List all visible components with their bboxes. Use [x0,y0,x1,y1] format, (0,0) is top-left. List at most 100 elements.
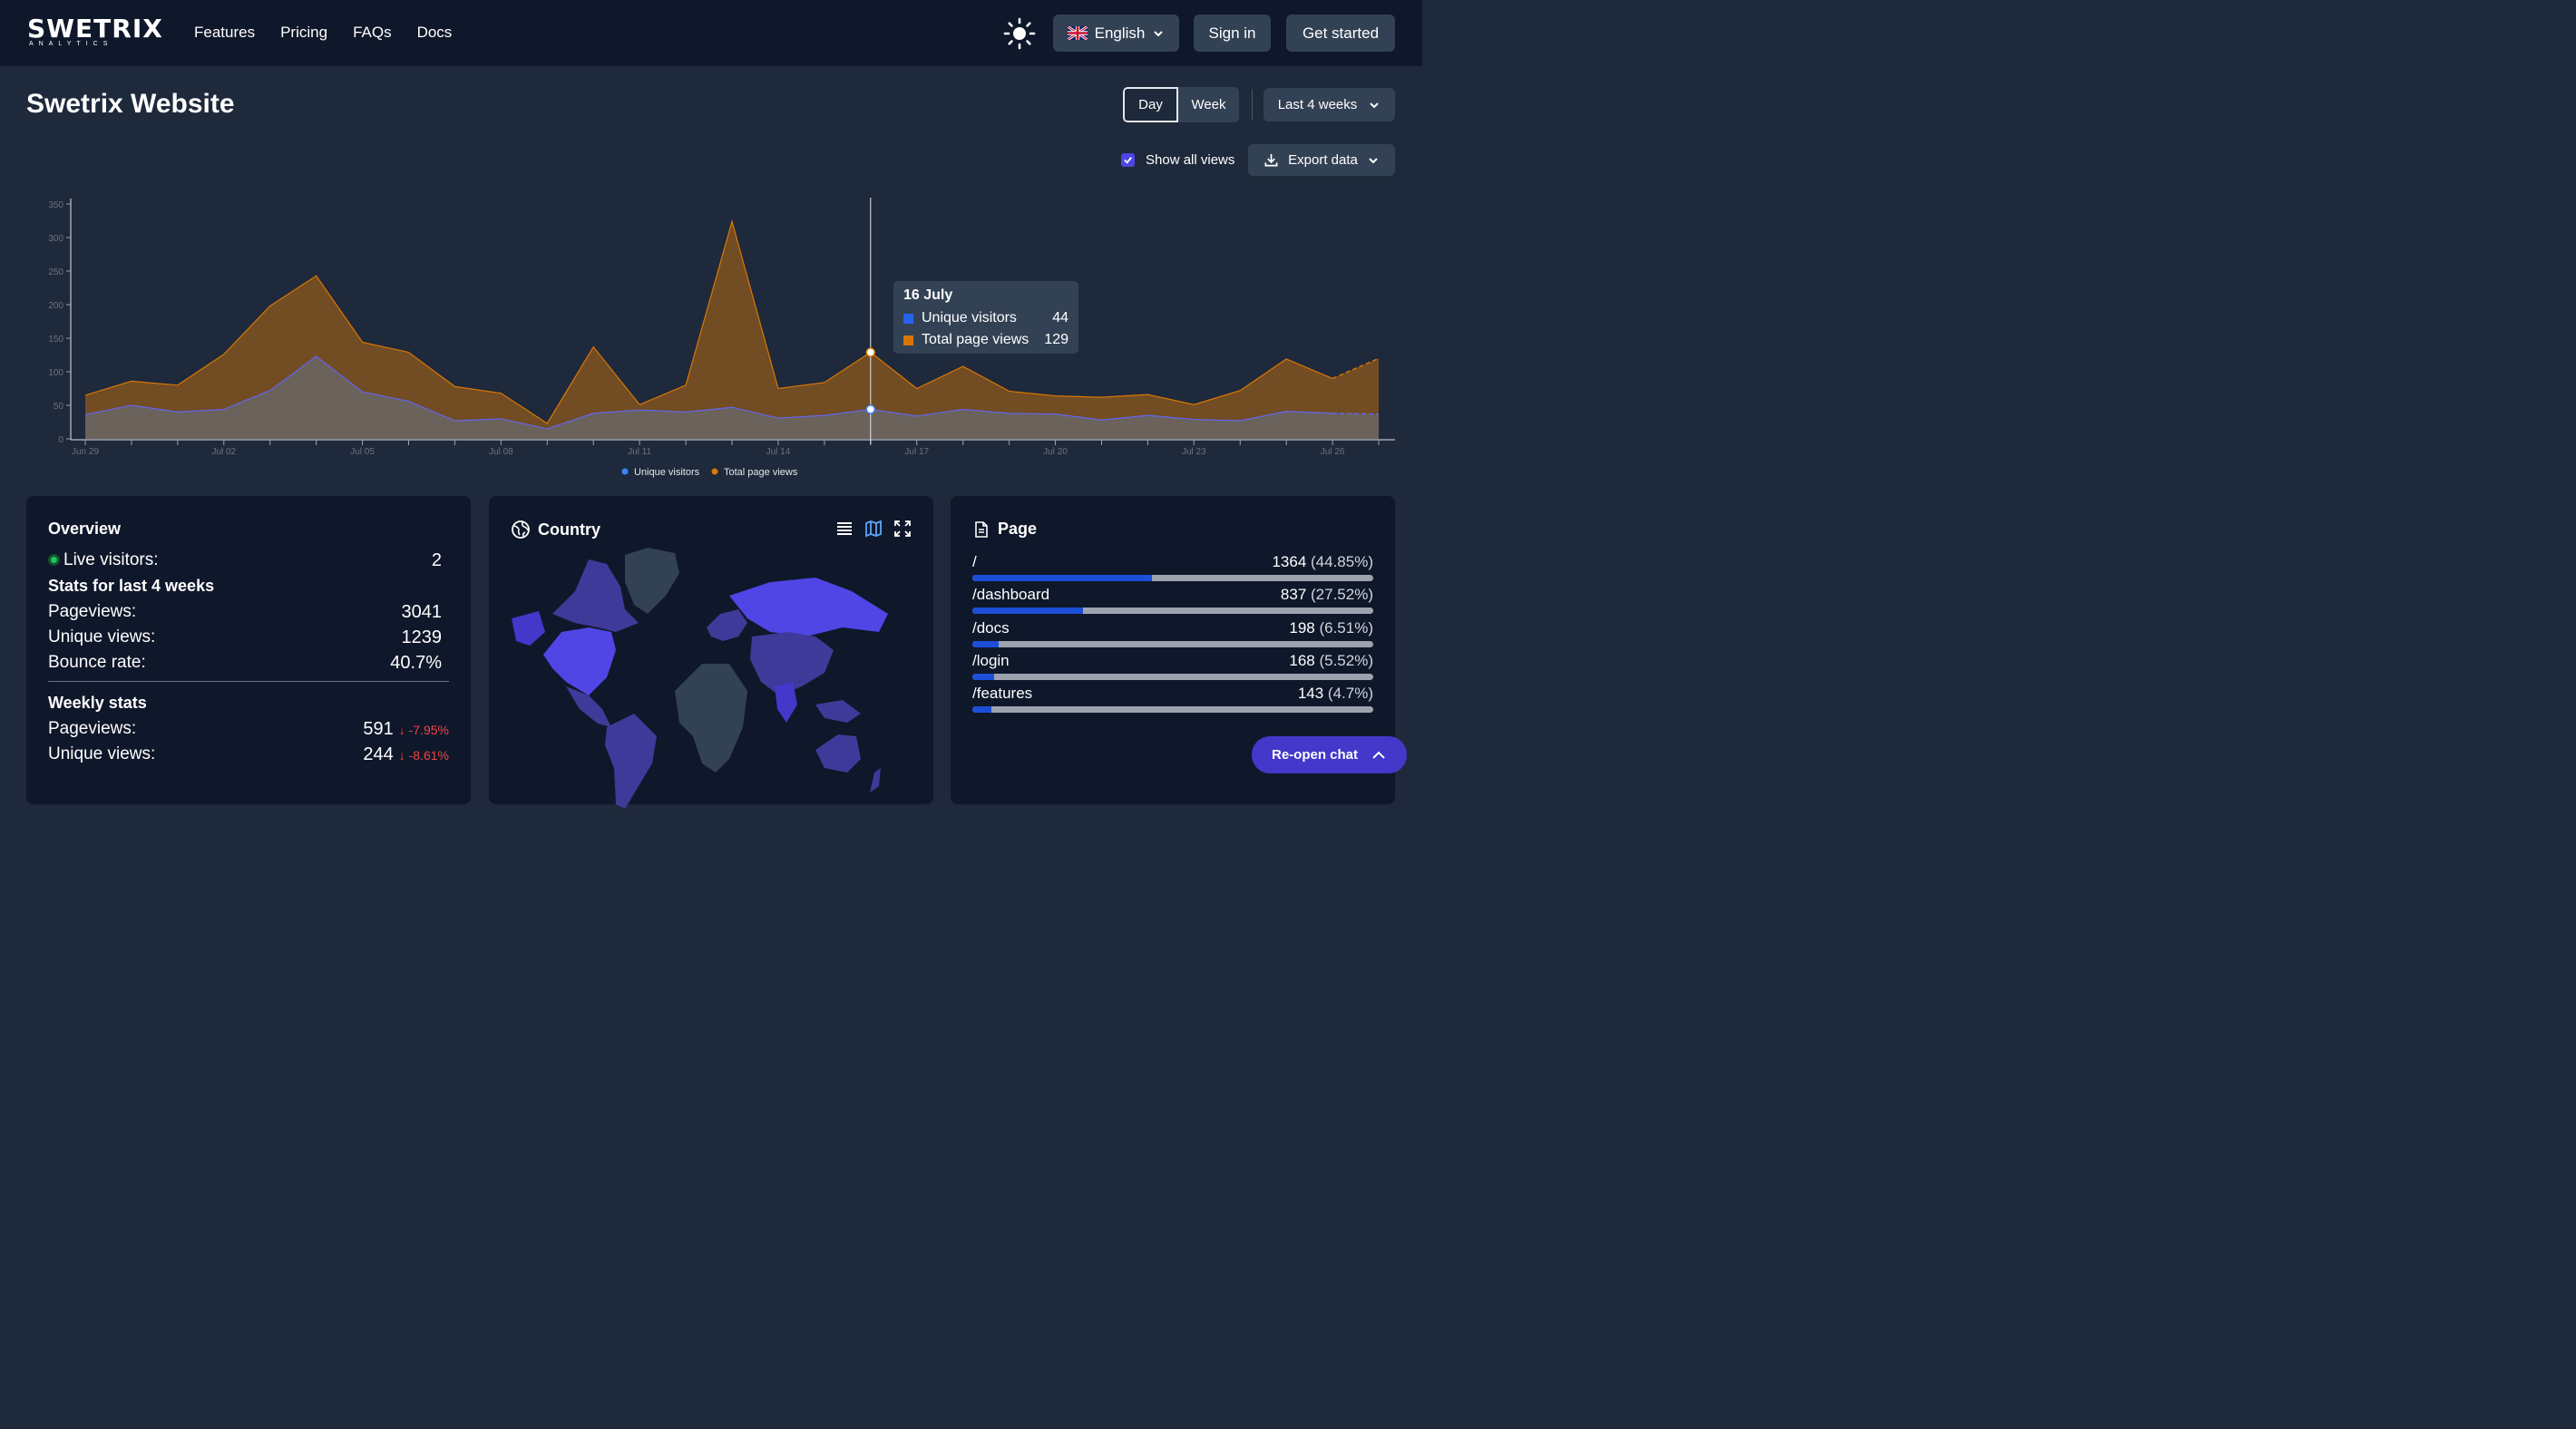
page-percent: (44.85%) [1311,553,1373,570]
sign-in-button[interactable]: Sign in [1194,15,1271,52]
map-india[interactable] [775,682,797,723]
live-indicator-icon [48,554,60,566]
overview-card: Overview Live visitors: 2 Stats for last… [26,496,471,804]
weekly-pageviews-row: Pageviews: 591 ↓ -7.95% [48,719,449,740]
weekly-unique-delta-value: -8.61% [408,748,449,763]
overview-title: Overview [48,520,122,538]
map-usa[interactable] [543,627,616,695]
map-greenland[interactable] [625,548,679,614]
nav-features-link[interactable]: Features [194,24,256,41]
page-row-line: /login 168 (5.52%) [972,652,1373,670]
export-data-label: Export data [1288,152,1358,168]
language-select[interactable]: English [1053,15,1179,52]
map-view-icon[interactable] [864,520,883,538]
pages-card: Page / 1364 (44.85%) /dashboard 837 (27.52%… [951,496,1395,804]
logo-subtitle: ANALYTICS [29,41,113,47]
map-canada[interactable] [552,559,639,632]
pageviews-label: Pageviews: [48,602,137,621]
show-all-views-toggle[interactable]: Show all views [1121,152,1234,168]
x-tick-label: Jun 29 [72,447,99,457]
unique-hover-point[interactable] [865,404,876,414]
page-row[interactable]: / 1364 (44.85%) [972,553,1373,581]
weekly-pageviews-delta-value: -7.95% [408,723,449,737]
week-button[interactable]: Week [1178,87,1239,122]
logo-wordmark: SWETRIX [27,14,163,44]
live-visitors-value: 2 [431,550,442,570]
page-row[interactable]: /login 168 (5.52%) [972,652,1373,680]
main-nav: Features Pricing FAQs Docs [194,24,452,42]
x-tick-label: Jul 11 [628,447,651,457]
map-europe[interactable] [707,609,747,641]
page-path: /login [972,651,1010,669]
total-page-views-line [84,219,1333,424]
tooltip-total-row: Total page views 129 [903,329,1068,351]
globe-icon [512,520,530,539]
map-mexico[interactable] [566,686,611,727]
traffic-area-chart[interactable]: 0 50 100 150 200 250 300 350 Jun 29 Jul 02 Jul 05 J… [0,186,1422,485]
page-row[interactable]: /features 143 (4.7%) [972,685,1373,714]
bounce-rate-label: Bounce rate: [48,653,146,672]
get-started-button[interactable]: Get started [1286,15,1395,52]
page-stat: 837 (27.52%) [1281,586,1373,604]
show-all-views-label: Show all views [1146,152,1235,168]
page-row-line: /features 143 (4.7%) [972,685,1373,703]
map-asia[interactable] [750,632,834,695]
page-row[interactable]: /dashboard 837 (27.52%) [972,586,1373,615]
map-southeast-asia[interactable] [815,700,861,723]
page-share-bar [972,575,1373,581]
unique-visitors-line [84,355,1333,430]
legend-label[interactable]: Unique visitors [634,467,700,478]
list-view-icon[interactable] [835,520,854,538]
unique-views-value: 1239 [401,627,443,647]
page-stat: 1364 (44.85%) [1272,553,1373,571]
page-count: 1364 [1272,553,1307,570]
map-alaska[interactable] [512,611,545,646]
show-all-views-checkbox[interactable] [1121,153,1135,167]
unique-views-row: Unique views: 1239 [48,627,442,648]
map-new-zealand[interactable] [870,768,881,792]
map-australia[interactable] [815,734,861,773]
page-share-fill [972,575,1153,581]
page-row-line: /docs 198 (6.51%) [972,619,1373,637]
weekly-heading: Weekly stats [48,694,147,712]
page-share-bar [972,640,1373,647]
page-row[interactable]: /docs 198 (6.51%) [972,619,1373,647]
country-title: Country [538,520,600,539]
export-data-button[interactable]: Export data [1248,144,1395,176]
period-dropdown[interactable]: Last 4 weeks [1264,88,1395,122]
map-russia[interactable] [729,578,888,637]
weekly-pageviews-label: Pageviews: [48,719,137,738]
page-share-bar [972,706,1373,714]
nav-docs-link[interactable]: Docs [416,24,453,41]
x-tick-label: Jul 23 [1182,447,1206,457]
legend-swatch [711,468,718,475]
map-africa[interactable] [675,664,747,773]
weekly-pageviews-value: 591 [363,719,394,739]
x-tick-label: Jul 20 [1043,447,1068,457]
x-tick-label: Jul 02 [211,447,236,457]
page-percent: (27.52%) [1311,586,1373,604]
page-stat: 168 (5.52%) [1289,652,1373,670]
legend-label[interactable]: Total page views [724,467,798,478]
x-tick-label: Jul 14 [766,447,791,457]
fullscreen-icon[interactable] [893,520,912,538]
tooltip-unique-row: Unique visitors 44 [903,307,1068,329]
tooltip-date: 16 July [903,287,953,303]
nav-pricing-link[interactable]: Pricing [280,24,328,41]
swetrix-logo[interactable]: SWETRIX ANALYTICS [27,14,163,48]
reopen-chat-button[interactable]: Re-open chat [1252,736,1407,773]
time-bucket-toggle: Day Week [1123,87,1239,122]
page-percent: (4.7%) [1327,685,1373,703]
theme-toggle-sun-icon[interactable] [1003,17,1036,50]
total-hover-point[interactable] [865,347,876,357]
top-navigation-bar: SWETRIX ANALYTICS Features Pricing FAQs … [0,0,1422,66]
page-share-fill [972,640,999,647]
nav-faqs-link[interactable]: FAQs [353,24,392,41]
y-tick-label: 0 [58,435,63,445]
day-button[interactable]: Day [1123,87,1178,122]
legend-swatch [621,468,629,475]
unique-views-label: Unique views: [48,627,156,646]
page-share-bar [972,673,1373,680]
world-map[interactable] [489,546,933,809]
map-south-america[interactable] [605,714,657,809]
